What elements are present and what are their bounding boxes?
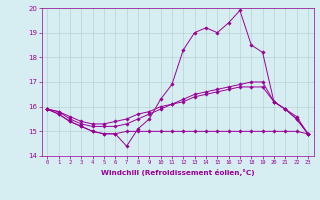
X-axis label: Windchill (Refroidissement éolien,°C): Windchill (Refroidissement éolien,°C): [101, 169, 254, 176]
